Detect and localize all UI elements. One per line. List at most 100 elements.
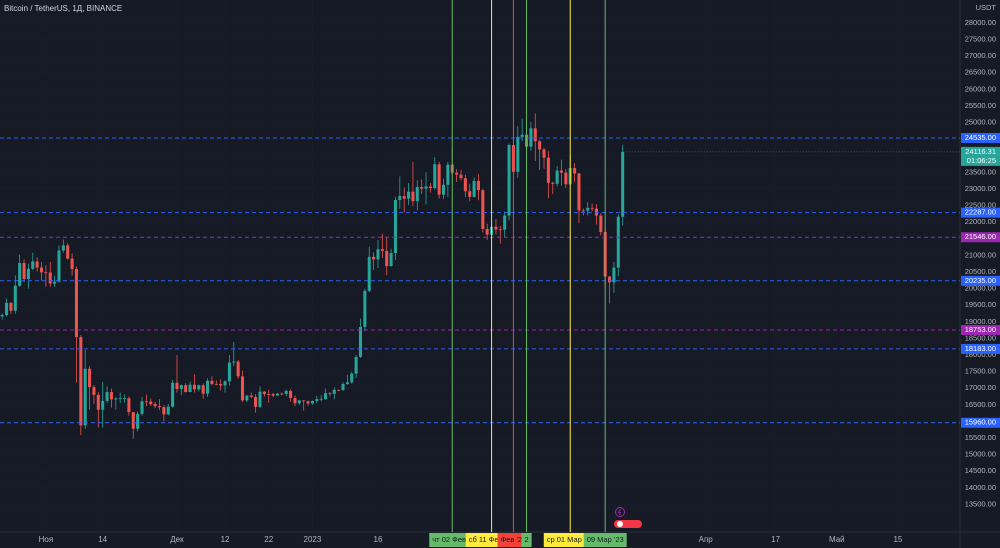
candle-body [131, 412, 135, 429]
y-tick-label: 15500.00 [965, 433, 996, 442]
x-tick-label: Ноя [39, 535, 54, 544]
price-axis [960, 0, 1000, 532]
candle-body [267, 394, 271, 395]
candle-body [577, 173, 581, 211]
candle-body [262, 391, 266, 395]
candle-body [297, 400, 301, 404]
y-tick-label: 17500.00 [965, 367, 996, 376]
candle-body [310, 400, 314, 404]
candle-body [516, 136, 520, 172]
candle-body [354, 356, 358, 374]
candle-body [293, 397, 297, 404]
candle-body [485, 228, 489, 235]
candle-body [555, 170, 559, 184]
candle-body [105, 392, 109, 401]
candle-body [232, 361, 236, 363]
candle-body [481, 190, 485, 229]
candle-body [385, 250, 389, 267]
candle-body [22, 263, 26, 279]
candle-body [341, 383, 345, 391]
candle-body [149, 401, 153, 405]
candle-body [402, 196, 406, 199]
y-tick-label: 20000.00 [965, 284, 996, 293]
candle-body [74, 268, 78, 338]
last-price-label: 24116.31 [965, 147, 996, 156]
candle-body [433, 164, 437, 189]
candle-body [612, 267, 616, 283]
candle-body [153, 404, 157, 407]
marker-label: Фев '23 [501, 535, 527, 544]
candle-body [9, 302, 13, 311]
candle-body [284, 390, 288, 394]
candle-body [271, 394, 275, 396]
marker-label-box [429, 533, 476, 547]
level-label: 22287.00 [965, 208, 996, 217]
candle-body [48, 272, 52, 284]
candle-body [529, 128, 533, 147]
level-label: 15960.00 [965, 418, 996, 427]
candle-body [96, 394, 100, 410]
candle-body [363, 290, 367, 327]
candle-body [446, 164, 450, 185]
currency-label: USDT [976, 3, 997, 12]
candle-body [144, 401, 148, 403]
level-label: 20235.00 [965, 276, 996, 285]
plot-area [0, 0, 960, 532]
candle-body [5, 302, 9, 315]
y-tick-label: 20500.00 [965, 267, 996, 276]
candle-body [26, 268, 30, 279]
candle-body [476, 180, 480, 191]
candle-body [280, 393, 284, 395]
candle-body [551, 182, 555, 184]
y-tick-label: 19000.00 [965, 317, 996, 326]
candle-body [114, 398, 118, 400]
candle-body [162, 407, 166, 415]
candle-body [254, 396, 258, 407]
candle-body [302, 400, 306, 402]
level-label-box [961, 207, 1000, 218]
candle-body [66, 245, 70, 259]
marker-label-box [583, 533, 627, 547]
candle-body [599, 215, 603, 232]
y-tick-label: 16500.00 [965, 400, 996, 409]
y-tick-label: 25500.00 [965, 101, 996, 110]
candle-body [463, 178, 467, 192]
y-tick-label: 22500.00 [965, 201, 996, 210]
candle-body [206, 380, 210, 394]
candle-body [201, 385, 205, 394]
level-label-box [961, 232, 1000, 243]
candle-body [415, 186, 419, 202]
candle-body [219, 383, 223, 386]
candle-body [324, 393, 328, 399]
marker-label: ср 01 Мар '23 [547, 535, 594, 544]
candle-body [407, 191, 411, 199]
y-tick-label: 23500.00 [965, 167, 996, 176]
candle-body [61, 245, 65, 251]
y-tick-label: 13500.00 [965, 499, 996, 508]
candle-body [420, 186, 424, 189]
candle-body [140, 401, 144, 414]
candle-body [494, 226, 498, 230]
candle-body [337, 389, 341, 391]
candle-body [171, 382, 175, 407]
candle-body [459, 174, 463, 179]
candle-body [586, 207, 590, 211]
level-label-box [961, 343, 1000, 354]
candle-body [236, 361, 240, 377]
marker-label-box [497, 533, 530, 547]
event-icon[interactable] [615, 507, 625, 517]
y-tick-label: 27500.00 [965, 35, 996, 44]
candle-body [53, 281, 57, 284]
candle-body [376, 249, 380, 260]
x-tick-label: Май [829, 535, 845, 544]
level-label-box [961, 417, 1000, 428]
level-label: 18183.00 [965, 344, 996, 353]
candle-body [590, 207, 594, 209]
candle-body [542, 149, 546, 158]
candle-body [127, 398, 131, 413]
candle-body [358, 326, 363, 357]
candle-body [520, 134, 524, 137]
y-tick-label: 19500.00 [965, 300, 996, 309]
level-label-box [961, 132, 1000, 143]
